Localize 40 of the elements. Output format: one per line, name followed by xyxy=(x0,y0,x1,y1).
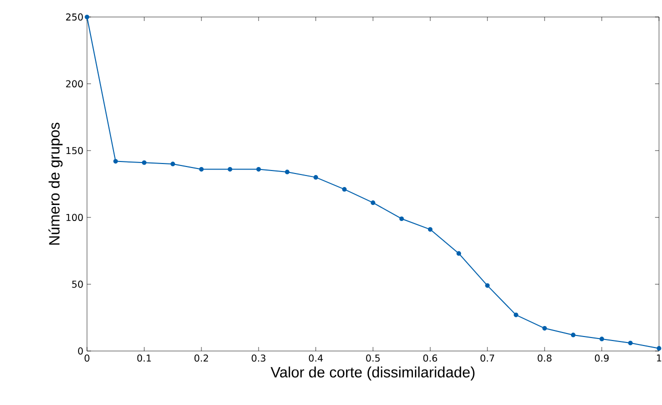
x-tick-label: 0.6 xyxy=(423,354,438,362)
y-tick-label: 250 xyxy=(66,13,83,21)
x-tick-label: 0 xyxy=(84,354,90,362)
x-tick-label: 0.4 xyxy=(308,354,323,362)
point xyxy=(142,160,146,165)
x-tick-label: 0.7 xyxy=(480,354,494,362)
x-tick-label: 0.5 xyxy=(366,354,380,362)
point xyxy=(456,251,462,256)
point xyxy=(314,175,318,180)
point xyxy=(514,312,518,318)
point xyxy=(284,170,290,174)
point xyxy=(542,326,547,331)
point xyxy=(428,227,432,232)
point xyxy=(628,340,633,346)
point xyxy=(485,283,490,288)
x-tick-label: 0.8 xyxy=(538,354,552,362)
point xyxy=(399,216,404,222)
x-tick-label: 1 xyxy=(657,354,662,362)
point xyxy=(370,200,376,205)
y-tick-label: 50 xyxy=(72,280,83,288)
y-tick-label: 100 xyxy=(66,214,83,221)
y-tick-label: 150 xyxy=(66,147,83,154)
x-tick-label: 0.3 xyxy=(252,354,266,362)
y-axis-title: Número de grupos xyxy=(48,122,63,245)
point xyxy=(170,162,176,166)
x-tick-label: 0.9 xyxy=(594,354,609,362)
x-axis-title: Valor de corte (dissimilaridade) xyxy=(270,366,474,380)
point xyxy=(656,346,662,351)
point xyxy=(342,187,347,192)
x-tick-label: 0.1 xyxy=(137,354,151,362)
point xyxy=(600,336,604,342)
x-tick-label: 0.2 xyxy=(194,354,208,362)
point xyxy=(199,167,204,172)
y-tick-label: 0 xyxy=(78,347,83,355)
point xyxy=(84,14,90,20)
point xyxy=(256,167,261,172)
y-tick-label: 200 xyxy=(66,80,83,88)
point xyxy=(570,332,576,338)
point xyxy=(228,167,232,172)
point xyxy=(113,158,118,164)
